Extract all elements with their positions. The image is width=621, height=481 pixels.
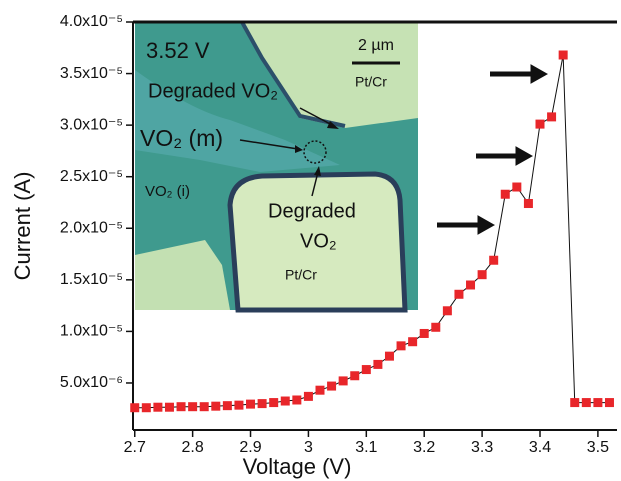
annotation: VO₂ xyxy=(300,230,337,252)
data-point xyxy=(431,322,441,332)
data-point xyxy=(257,399,267,409)
data-point xyxy=(373,359,383,369)
data-point xyxy=(246,399,256,409)
data-point xyxy=(303,391,313,401)
data-point xyxy=(477,270,487,280)
inset-edge xyxy=(240,21,346,128)
inset-region xyxy=(240,22,418,128)
x-tick-label: 3 xyxy=(304,439,313,456)
annotation: VO₂ (i) xyxy=(145,183,190,200)
data-point xyxy=(593,398,603,408)
data-point xyxy=(164,402,174,412)
annotation: Pt/Cr xyxy=(285,267,317,283)
data-point xyxy=(442,306,452,316)
data-point xyxy=(558,50,568,60)
y-tick-label: 3.5x10⁻⁵ xyxy=(60,65,123,82)
x-tick-label: 3.5 xyxy=(587,439,609,456)
data-point xyxy=(199,402,209,412)
data-point xyxy=(454,289,464,299)
inset-region xyxy=(135,240,230,310)
annotation: 2 µm xyxy=(358,37,394,54)
arrow-head xyxy=(515,146,534,166)
x-tick-label: 2.8 xyxy=(182,439,204,456)
data-point xyxy=(350,371,360,381)
inset-micrograph: 3.52 V 2 µm Degraded VO₂ Pt/Cr VO₂ (m) V… xyxy=(135,21,418,313)
x-tick-label: 2.7 xyxy=(124,439,146,456)
marker-circle xyxy=(303,140,327,164)
y-tick-label: 1.5x10⁻⁵ xyxy=(60,271,123,288)
annotation: Degraded xyxy=(268,200,356,222)
annotation: Degraded VO₂ xyxy=(148,80,278,102)
data-point xyxy=(408,337,418,347)
pointer-head xyxy=(314,166,321,176)
data-point xyxy=(269,398,279,408)
data-point xyxy=(130,403,140,413)
arrows xyxy=(437,64,549,235)
inset-region xyxy=(135,70,340,172)
data-point xyxy=(222,401,232,411)
y-tick-label: 1.0x10⁻⁵ xyxy=(60,323,123,340)
data-point xyxy=(489,255,499,265)
data-point xyxy=(153,402,163,412)
pointer xyxy=(311,171,319,197)
y-axis-label: Current (A) xyxy=(10,172,35,281)
x-tick-label: 3.4 xyxy=(529,439,551,456)
y-tick-label: 4.0x10⁻⁵ xyxy=(60,13,123,30)
data-point xyxy=(500,189,510,199)
pointer-head xyxy=(295,145,303,153)
data-point xyxy=(512,182,522,192)
y-tick-label: 2.0x10⁻⁵ xyxy=(60,219,123,236)
inset-region xyxy=(227,171,408,313)
y-tick-label: 3.0x10⁻⁵ xyxy=(60,116,123,133)
data-point xyxy=(581,398,591,408)
arrow-head xyxy=(530,64,549,84)
annotation: 3.52 V xyxy=(146,38,210,63)
data-point xyxy=(384,351,394,361)
data-point xyxy=(523,199,533,209)
data-point xyxy=(141,403,151,413)
x-tick-label: 3.1 xyxy=(355,439,377,456)
data-point xyxy=(234,400,244,410)
data-point xyxy=(361,365,371,375)
data-point xyxy=(188,402,198,412)
y-tick-label: 2.5x10⁻⁵ xyxy=(60,168,123,185)
data-point xyxy=(570,398,580,408)
pointer xyxy=(239,139,299,150)
pointer-head xyxy=(327,121,339,129)
data-point xyxy=(280,396,290,406)
x-axis-label: Voltage (V) xyxy=(243,454,352,479)
annotation: VO₂ (m) xyxy=(140,125,223,151)
data-point xyxy=(419,328,429,338)
x-tick-label: 2.9 xyxy=(239,439,261,456)
data-point xyxy=(466,280,476,290)
pointer xyxy=(299,107,335,127)
y-tick-label: 5.0x10⁻⁶ xyxy=(60,374,123,391)
data-point xyxy=(176,402,186,412)
x-tick-label: 3.2 xyxy=(413,439,435,456)
data-point xyxy=(338,376,348,386)
data-point xyxy=(211,401,221,411)
annotation: Pt/Cr xyxy=(355,74,387,90)
data-point xyxy=(604,398,614,408)
x-tick-label: 3.3 xyxy=(471,439,493,456)
data-point xyxy=(292,395,302,405)
data-point xyxy=(396,341,406,351)
arrow-head xyxy=(477,215,496,235)
data-point xyxy=(327,381,337,391)
data-point xyxy=(315,385,325,395)
data-point xyxy=(535,119,545,129)
data-point xyxy=(547,112,557,122)
